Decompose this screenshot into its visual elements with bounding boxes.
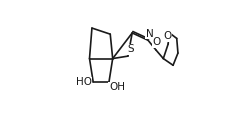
Text: N: N: [146, 29, 153, 39]
Text: O: O: [152, 37, 160, 47]
Text: S: S: [127, 44, 134, 54]
Text: OH: OH: [109, 82, 125, 92]
Text: HO: HO: [76, 77, 92, 87]
Text: O: O: [163, 31, 172, 41]
